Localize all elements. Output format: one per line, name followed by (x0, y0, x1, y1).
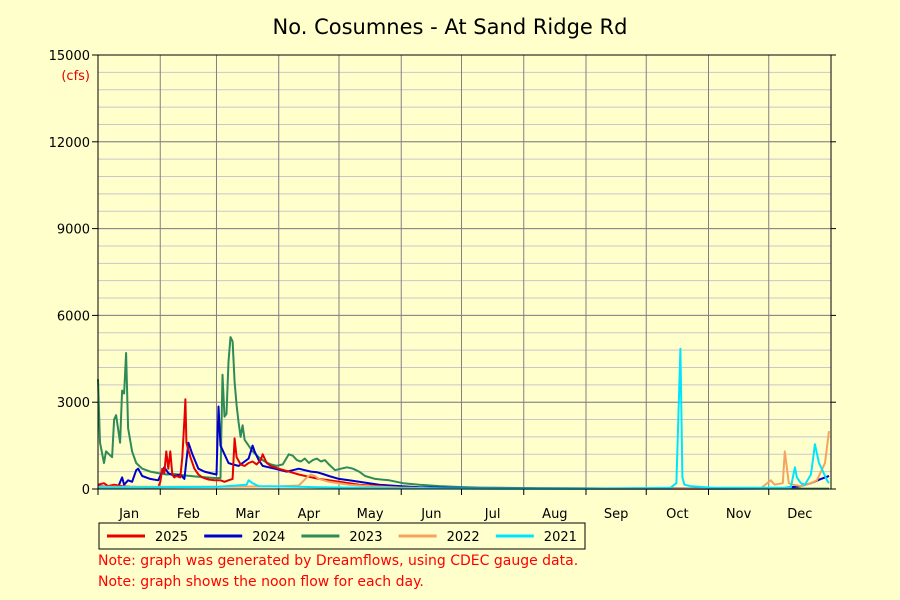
y-tick-label: 12000 (49, 136, 90, 151)
y-tick-label: 0 (82, 483, 90, 498)
y-axis: 0 3000 6000 9000 12000 15000 (49, 49, 836, 498)
chart-title: No. Cosumnes - At Sand Ridge Rd (273, 15, 628, 39)
x-tick-label: Apr (298, 507, 321, 522)
legend: 2025 2024 2023 2022 2021 (98, 522, 586, 550)
y-tick-label: 15000 (49, 49, 90, 64)
x-tick-label: Jan (118, 507, 139, 522)
minor-grid (98, 54, 831, 490)
x-tick-label: Sep (604, 507, 629, 522)
y-tick-label: 9000 (57, 223, 90, 238)
legend-label-2023: 2023 (349, 530, 382, 545)
series-layer (97, 336, 830, 490)
x-tick-label: Jul (484, 507, 501, 522)
major-grid (98, 54, 831, 490)
note-data-source: Note: graph was generated by Dreamflows,… (98, 553, 579, 569)
y-unit-label: (cfs) (61, 69, 90, 84)
series-line-2023 (97, 336, 829, 490)
x-tick-label: Mar (235, 507, 260, 522)
x-tick-label: Nov (726, 507, 752, 522)
y-tick-label: 3000 (57, 396, 90, 411)
x-tick-label: May (357, 507, 384, 522)
x-axis: Jan Feb Mar Apr May Jun Jul Aug Sep Oct Nov Dec (97, 489, 812, 522)
y-tick-label: 6000 (57, 309, 90, 324)
legend-label-2025: 2025 (155, 530, 188, 545)
series-line-2024 (97, 405, 830, 490)
x-tick-label: Feb (177, 507, 200, 522)
legend-label-2021: 2021 (544, 530, 577, 545)
plot-frame (97, 54, 832, 490)
series-line-2025 (97, 398, 420, 489)
x-tick-label: Jun (420, 507, 441, 522)
note-noon-flow: Note: graph shows the noon flow for each… (98, 574, 424, 590)
legend-label-2022: 2022 (447, 530, 480, 545)
legend-box (98, 522, 586, 550)
legend-label-2024: 2024 (252, 530, 285, 545)
x-tick-label: Oct (666, 507, 688, 522)
series-line-2021 (97, 347, 830, 490)
x-tick-label: Dec (787, 507, 812, 522)
x-tick-label: Aug (542, 507, 567, 522)
